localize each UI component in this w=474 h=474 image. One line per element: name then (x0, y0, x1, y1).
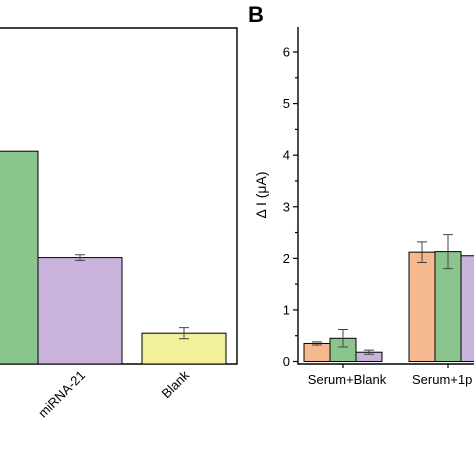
panel-b-x-tick-labels: Serum+Blank Serum+1p (308, 364, 472, 387)
panel-b: B 0 1 2 3 4 5 6 Δ I (μA) Serum+Blank Serum+1p (248, 2, 474, 387)
panel-b-y-tick-label: 2 (283, 251, 290, 266)
panel-b-bar (408, 251, 436, 362)
panel-b-y-tick-label: 1 (283, 302, 290, 317)
panel-b-y-tick-label: 3 (283, 199, 290, 214)
panel-a-x-tick-labels: miRNA-21 Blank (35, 367, 192, 420)
panel-b-y-ticks: 0 1 2 3 4 5 6 (283, 45, 298, 369)
panel-b-y-axis-label: Δ I (μA) (253, 172, 269, 219)
panel-b-bars (303, 234, 474, 363)
panel-b-y-tick-label: 6 (283, 45, 290, 60)
panel-b-y-tick-label: 0 (283, 354, 290, 369)
panel-b-x-tick-label: Serum+Blank (308, 372, 387, 387)
panel-b-error-bar (338, 329, 348, 348)
panel-a-error-bar (75, 254, 85, 261)
panel-b-error-bar (443, 234, 453, 270)
panel-a-x-tick-label: miRNA-21 (35, 368, 88, 421)
panel-b-axes (297, 27, 474, 365)
panel-b-error-bar (417, 241, 427, 263)
panel-a-bar (37, 257, 123, 365)
panel-b-bar (303, 342, 331, 362)
panel-a-bar (0, 150, 39, 365)
panel-a-x-tick-label: Blank (159, 367, 193, 401)
panel-a-error-bar (179, 327, 189, 340)
panel-a: miRNA-21 Blank (0, 27, 238, 421)
panel-b-y-tick-label: 5 (283, 96, 290, 111)
panel-b-y-tick-label: 4 (283, 148, 290, 163)
panel-b-bar (460, 255, 474, 362)
panel-b-error-bar (312, 341, 322, 346)
panel-b-x-tick-label: Serum+1p (412, 372, 472, 387)
panel-b-label: B (248, 2, 264, 27)
panel-a-bars (0, 150, 227, 365)
panel-b-error-bar (364, 349, 374, 355)
